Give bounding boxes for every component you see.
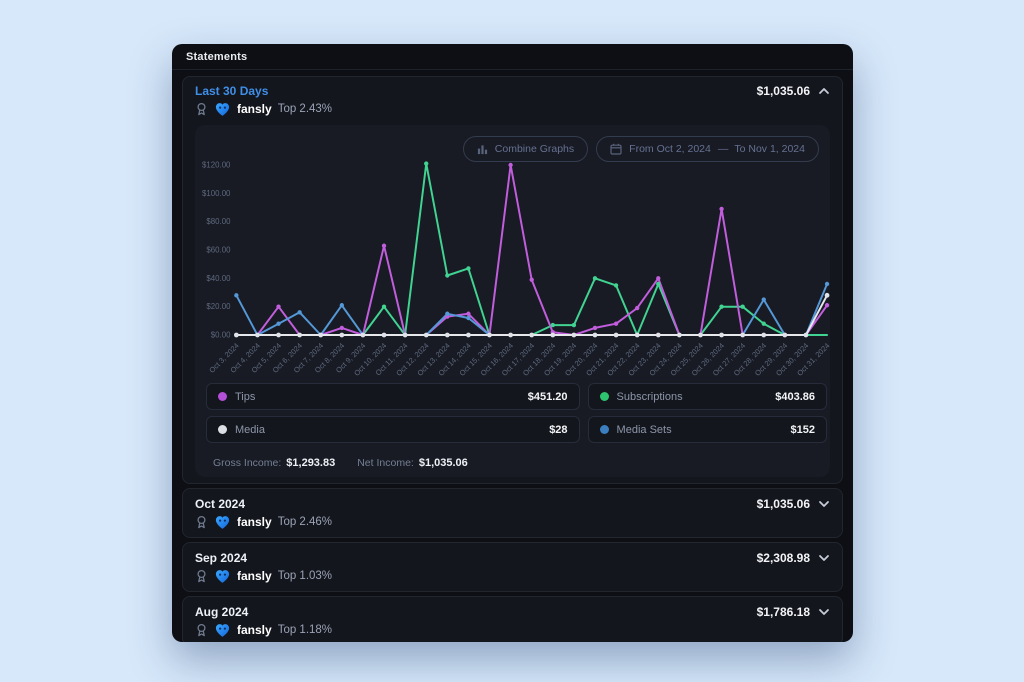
statement-row-header[interactable]: Oct 2024 $1,035.06	[195, 496, 830, 511]
date-to-label: To Nov 1, 2024	[734, 143, 805, 155]
statement-period: Last 30 Days	[195, 83, 269, 98]
fansly-logo-icon	[214, 102, 231, 117]
statement-row-aug-2024: Aug 2024 $1,786.18 fansly Top 1.18%	[182, 596, 843, 642]
brand-name: fansly	[237, 623, 272, 637]
statement-row-subline: fansly Top 2.43%	[195, 101, 830, 117]
combine-graphs-label: Combine Graphs	[494, 143, 575, 155]
bar-chart-icon	[477, 144, 488, 155]
svg-text:$0.00: $0.00	[211, 330, 231, 339]
net-income: Net Income: $1,035.06	[357, 457, 468, 469]
date-from-label: From Oct 2, 2024	[629, 143, 711, 155]
brand-name: fansly	[237, 569, 272, 583]
tips-dot-icon	[218, 392, 227, 401]
legend-value: $28	[549, 423, 568, 436]
medal-icon	[195, 569, 208, 583]
media-sets-dot-icon	[599, 425, 609, 434]
statement-amount: $1,035.06	[756, 83, 810, 98]
legend-label: Media Sets	[616, 423, 672, 436]
statement-amount: $1,035.06	[756, 496, 810, 511]
subscriptions-dot-icon	[599, 392, 609, 401]
svg-text:$40.00: $40.00	[206, 274, 231, 283]
earnings-chart-card: Combine Graphs From Oct 2, 2024 — To Nov…	[195, 125, 830, 477]
statement-period: Oct 2024	[195, 496, 246, 511]
date-range-button[interactable]: From Oct 2, 2024 — To Nov 1, 2024	[596, 136, 819, 162]
svg-text:$120.00: $120.00	[202, 160, 231, 169]
chevron-down-icon[interactable]	[818, 500, 830, 508]
legend-label: Tips	[235, 390, 256, 403]
gross-income: Gross Income: $1,293.83	[213, 457, 336, 469]
chart-legend: Tips $451.20 Subscriptions $403.86 Media…	[206, 383, 827, 443]
svg-text:$60.00: $60.00	[206, 245, 231, 254]
statement-row-sep-2024: Sep 2024 $2,308.98 fansly Top 1.03%	[182, 542, 843, 592]
statements-panel: Statements Last 30 Days $1,035.06	[172, 44, 853, 642]
date-range-dash: —	[717, 143, 728, 155]
svg-text:$80.00: $80.00	[206, 217, 231, 226]
top-percent: Top 1.03%	[277, 570, 333, 582]
statement-row-oct-2024: Oct 2024 $1,035.06 fansly Top 2.46%	[182, 488, 843, 538]
statement-period: Sep 2024	[195, 550, 248, 565]
gross-income-value: $1,293.83	[286, 457, 336, 469]
statement-row-last-30-days: Last 30 Days $1,035.06 fansly Top 2.43%	[182, 76, 843, 484]
brand-name: fansly	[237, 102, 272, 116]
medal-icon	[195, 102, 208, 116]
top-percent: Top 2.43%	[277, 103, 333, 115]
legend-label: Subscriptions	[616, 390, 683, 403]
statement-row-header[interactable]: Sep 2024 $2,308.98	[195, 550, 830, 565]
statements-list: Last 30 Days $1,035.06 fansly Top 2.43%	[172, 70, 853, 642]
legend-item-subscriptions: Subscriptions $403.86	[587, 383, 827, 410]
legend-value: $403.86	[775, 390, 815, 403]
legend-label: Media	[235, 423, 265, 436]
statement-row-header[interactable]: Last 30 Days $1,035.06	[195, 83, 830, 98]
combine-graphs-button[interactable]: Combine Graphs	[462, 136, 589, 162]
legend-item-media-sets: Media Sets $152	[587, 416, 827, 443]
top-percent: Top 1.18%	[277, 624, 333, 636]
statement-amount: $1,786.18	[756, 604, 810, 619]
fansly-logo-icon	[214, 515, 231, 530]
fansly-logo-icon	[214, 623, 231, 638]
statement-row-header[interactable]: Aug 2024 $1,786.18	[195, 604, 830, 619]
statement-row-subline: fansly Top 2.46%	[195, 514, 830, 530]
top-percent: Top 2.46%	[277, 516, 333, 528]
panel-header: Statements	[172, 44, 853, 70]
chevron-down-icon[interactable]	[818, 554, 830, 562]
statement-amount: $2,308.98	[756, 550, 810, 565]
statement-period: Aug 2024	[195, 604, 249, 619]
media-dot-icon	[218, 425, 227, 434]
legend-item-tips: Tips $451.20	[206, 383, 580, 410]
net-income-value: $1,035.06	[418, 457, 468, 469]
medal-icon	[195, 515, 208, 529]
statements-chart: $120.00 $100.00 $80.00 $60.00 $40.00 $20.00 $0…	[202, 160, 830, 377]
page-title: Statements	[186, 50, 248, 63]
brand-name: fansly	[237, 515, 272, 529]
svg-text:$20.00: $20.00	[206, 302, 231, 311]
statement-row-subline: fansly Top 1.18%	[195, 622, 830, 638]
chart-controls: Combine Graphs From Oct 2, 2024 — To Nov…	[462, 136, 819, 162]
legend-value: $451.20	[527, 390, 568, 403]
chevron-down-icon[interactable]	[818, 608, 830, 616]
legend-value: $152	[790, 423, 815, 436]
svg-text:$100.00: $100.00	[202, 189, 231, 198]
statement-row-subline: fansly Top 1.03%	[195, 568, 830, 584]
legend-item-media: Media $28	[206, 416, 580, 443]
fansly-logo-icon	[214, 569, 231, 584]
chevron-up-icon[interactable]	[818, 87, 830, 95]
income-summary: Gross Income: $1,293.83 Net Income: $1,035…	[213, 457, 468, 469]
calendar-icon	[610, 143, 622, 155]
medal-icon	[195, 623, 208, 637]
